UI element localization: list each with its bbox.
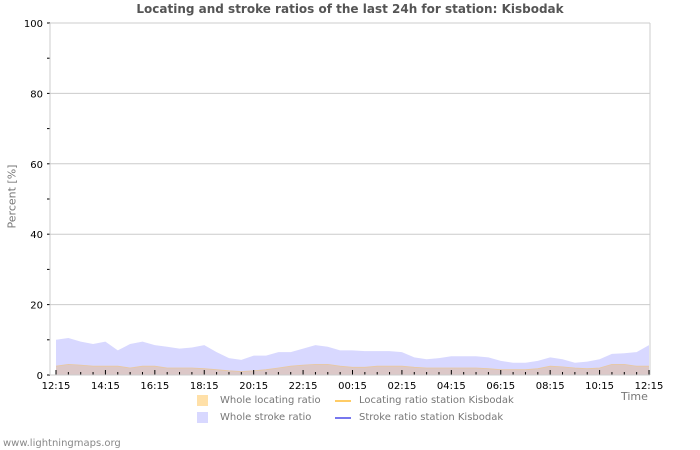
x-tick-label: 16:15	[140, 381, 169, 392]
legend-label: Whole locating ratio	[220, 395, 321, 406]
whole-locating-edge	[55, 363, 649, 372]
x-tick-label: 04:15	[437, 381, 466, 392]
whole-stroke-area	[56, 338, 649, 375]
x-tick-label: 06:15	[486, 381, 515, 392]
footer-credit: www.lightningmaps.org	[3, 438, 121, 449]
x-tick-label: 12:15	[635, 381, 664, 392]
x-tick-label: 08:15	[536, 381, 565, 392]
x-axis-label: Time	[621, 390, 648, 403]
legend-label: Stroke ratio station Kisbodak	[359, 412, 504, 423]
legend-label: Whole stroke ratio	[220, 412, 312, 423]
y-tick-label: 20	[30, 301, 43, 312]
x-tick-label: 18:15	[190, 381, 219, 392]
x-tick-label: 10:15	[585, 381, 614, 392]
x-tick-label: 00:15	[338, 381, 367, 392]
station-locating-line-icon	[335, 400, 351, 402]
legend-label: Locating ratio station Kisbodak	[359, 395, 514, 406]
x-tick-label: 02:15	[388, 381, 417, 392]
y-tick-label: 80	[30, 89, 43, 100]
y-tick-label: 100	[24, 19, 43, 30]
y-tick-label: 40	[30, 230, 43, 241]
y-tick-label: 0	[37, 371, 43, 382]
x-tick-label: 12:15	[42, 381, 71, 392]
y-axis-label: Percent [%]	[5, 164, 19, 229]
station-stroke-line-icon	[335, 417, 351, 419]
x-tick-label: 14:15	[91, 381, 120, 392]
whole-locating-swatch-icon	[197, 395, 208, 406]
y-tick-label: 60	[30, 160, 43, 171]
x-tick-label: 22:15	[289, 381, 318, 392]
chart-title: Locating and stroke ratios of the last 2…	[136, 2, 564, 16]
x-tick-label: 20:15	[239, 381, 268, 392]
whole-stroke-swatch-icon	[197, 412, 208, 423]
